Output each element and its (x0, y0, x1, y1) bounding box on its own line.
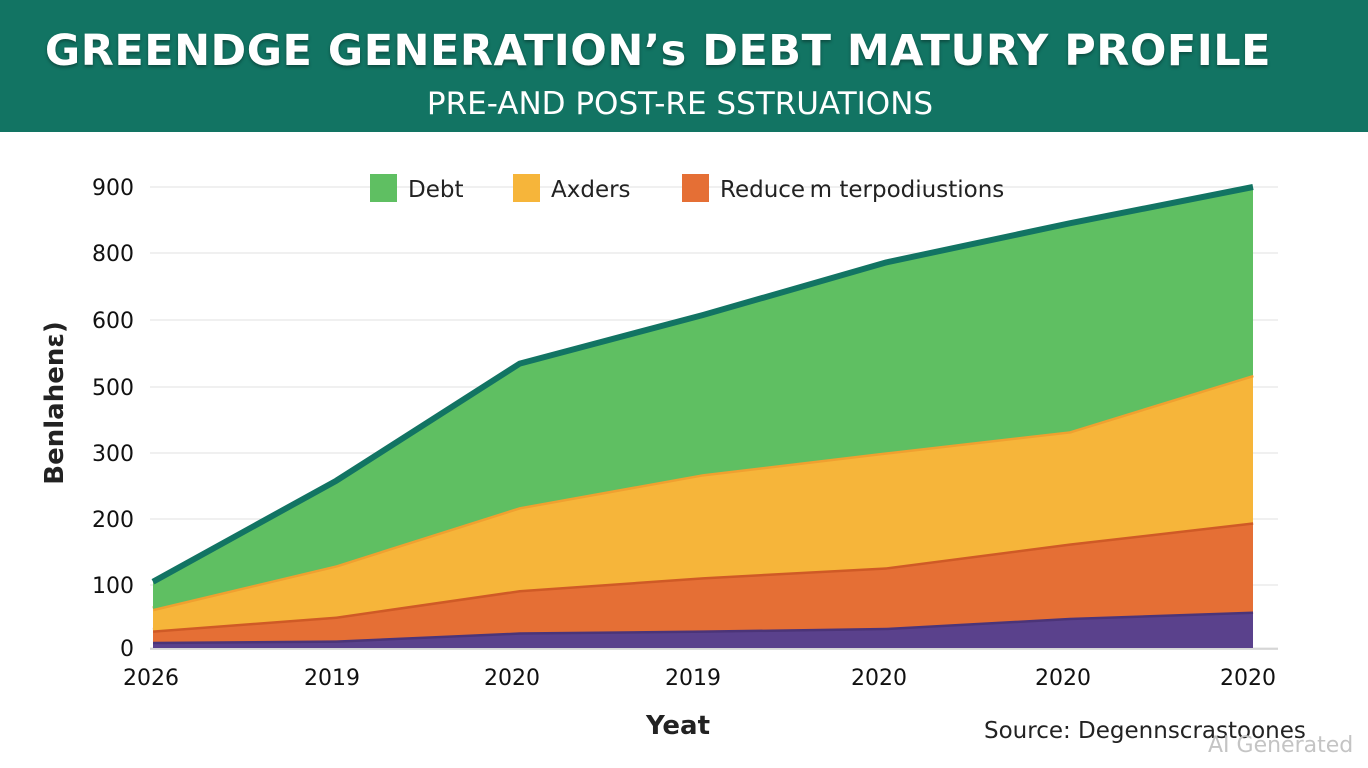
area-axders (153, 374, 1253, 631)
legend: Debt Axders Reduce m terpodiustions (370, 174, 1004, 203)
y-tick-label: 900 (92, 176, 134, 201)
chart-title: GREENDGE GENERATION’s DEBT MATURY PROFIL… (44, 26, 1272, 76)
legend-swatch-reduce-m-terpodiustions (682, 174, 709, 202)
area-debt (153, 187, 1253, 609)
x-tick-label: 2019 (304, 666, 360, 691)
y-tick-label: 500 (92, 376, 134, 401)
y-tick-label: 300 (92, 442, 134, 467)
legend-label-debt: Debt (408, 177, 463, 203)
x-axis-title: Yeat (645, 711, 710, 741)
y-tick-label: 600 (92, 309, 134, 334)
chart-subtitle: PRE-AND POST-RE SSTRUATIONS (426, 86, 934, 122)
x-axis: 2026 2019 2020 2019 2020 2020 2020 (123, 666, 1276, 691)
ai-watermark: AI Generated (1208, 733, 1354, 758)
source-note: Source: Degennscrastoones (984, 718, 1306, 744)
y-axis-title: Benlahenɛ) (40, 321, 70, 484)
x-tick-label: 2020 (1035, 666, 1091, 691)
title-banner: GREENDGE GENERATION’s DEBT MATURY PROFIL… (0, 0, 1368, 132)
y-tick-label: 0 (120, 637, 134, 662)
x-tick-label: 2020 (484, 666, 540, 691)
legend-swatch-debt (370, 174, 397, 202)
y-tick-label: 200 (92, 508, 134, 533)
legend-swatch-axders (513, 174, 540, 202)
area-reduce-m-terpodiustions (153, 522, 1253, 642)
legend-label-reduce-m-terpodiustions: Reduce m terpodiustions (720, 177, 1004, 203)
area-edge-debt (151, 184, 1254, 585)
x-tick-label: 2020 (1220, 666, 1276, 691)
x-tick-label: 2020 (851, 666, 907, 691)
area-layers (151, 184, 1254, 648)
y-axis: 0 100 200 300 500 600 800 900 (92, 176, 134, 662)
x-tick-label: 2026 (123, 666, 179, 691)
area-base (153, 611, 1253, 648)
y-tick-label: 100 (92, 574, 134, 599)
legend-label-axders: Axders (551, 177, 631, 203)
y-tick-label: 800 (92, 242, 134, 267)
x-tick-label: 2019 (665, 666, 721, 691)
